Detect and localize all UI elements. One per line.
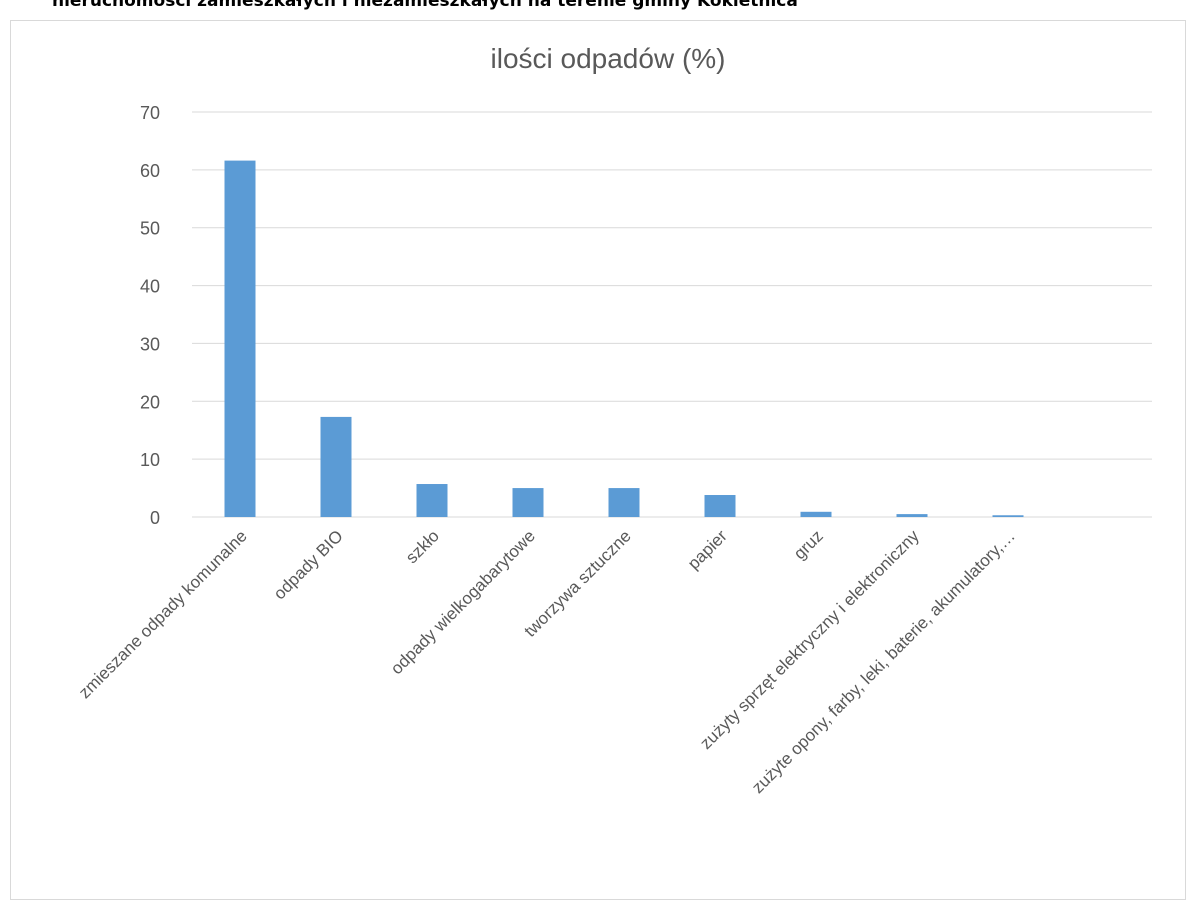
x-axis-tick-labels: zmieszane odpady komunalne odpady BIO szkł…	[75, 526, 1019, 797]
y-tick-label: 0	[150, 508, 160, 528]
y-tick-label: 50	[140, 219, 160, 239]
y-tick-label: 10	[140, 450, 160, 470]
x-tick-label: szkło	[402, 526, 443, 567]
bars	[224, 160, 1024, 517]
chart-frame	[10, 20, 1186, 900]
bar	[320, 416, 352, 517]
document-heading: nieruchomości zamieszkałych i niezamiesz…	[52, 0, 798, 11]
chart-title: ilości odpadów (%)	[491, 43, 726, 74]
y-tick-label: 20	[140, 392, 160, 412]
bar	[608, 488, 640, 517]
y-axis-tick-labels: 0 10 20 30 40 50 60 70	[140, 103, 160, 528]
x-tick-label: papier	[684, 526, 731, 573]
bar	[800, 511, 832, 517]
y-tick-label: 70	[140, 103, 160, 123]
x-tick-label: tworzywa sztuczne	[521, 526, 635, 640]
y-tick-label: 60	[140, 161, 160, 181]
bar	[896, 514, 928, 517]
x-tick-label: zużyty sprzęt elektryczny i elektroniczn…	[696, 526, 923, 753]
x-tick-label: gruz	[790, 526, 827, 563]
bar	[512, 488, 544, 517]
y-tick-label: 40	[140, 277, 160, 297]
bar	[416, 484, 448, 517]
x-tick-label: odpady BIO	[270, 526, 347, 603]
gridlines	[192, 111, 1152, 518]
bar	[224, 160, 256, 517]
bar	[992, 515, 1024, 517]
x-tick-label: zmieszane odpady komunalne	[75, 526, 251, 702]
y-tick-label: 30	[140, 334, 160, 354]
bar	[704, 495, 736, 517]
